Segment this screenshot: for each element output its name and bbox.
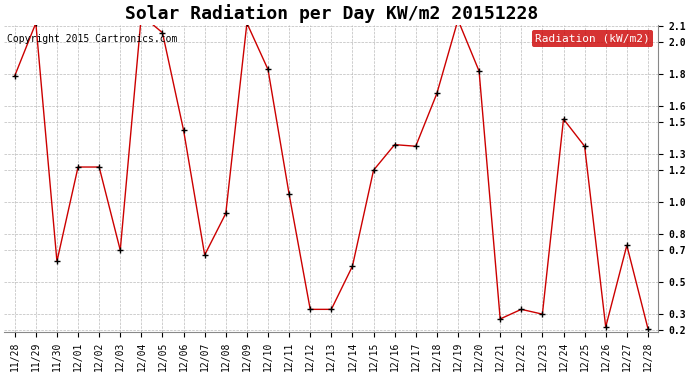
Legend: Radiation (kW/m2): Radiation (kW/m2): [531, 30, 653, 47]
Text: Copyright 2015 Cartronics.com: Copyright 2015 Cartronics.com: [8, 34, 178, 44]
Title: Solar Radiation per Day KW/m2 20151228: Solar Radiation per Day KW/m2 20151228: [125, 4, 538, 23]
